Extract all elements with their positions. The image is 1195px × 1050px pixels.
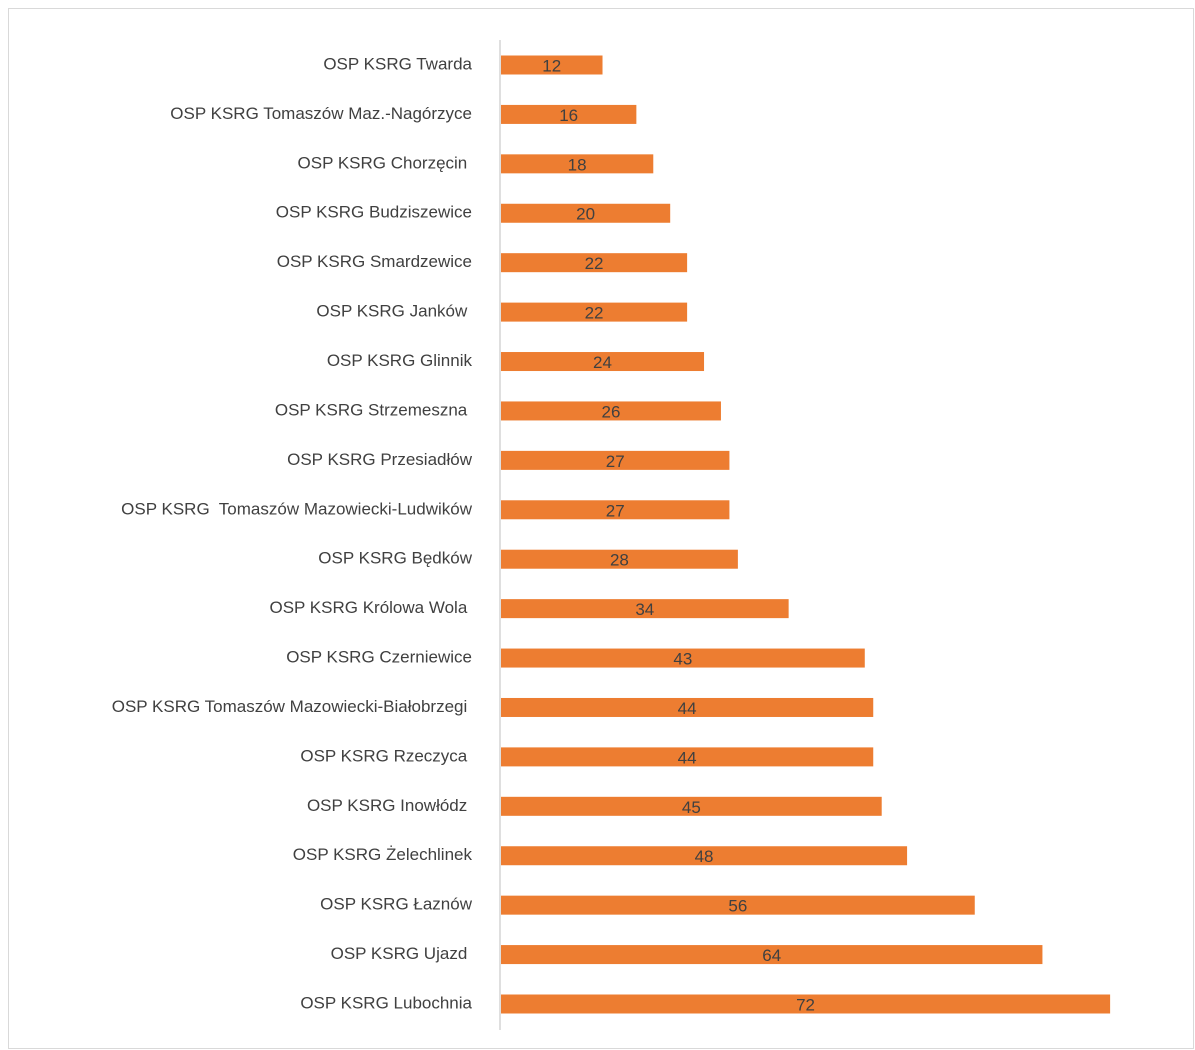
bar [501,500,730,520]
category-label: OSP KSRG Janków [316,302,472,321]
data-label: 12 [542,56,561,75]
bar [501,302,688,322]
category-label: OSP KSRG Strzemeszna [275,400,472,419]
bar [501,846,908,866]
bar [501,549,738,569]
bar [501,401,721,421]
category-label: OSP KSRG Łaznów [320,895,473,914]
data-label: 26 [602,402,621,421]
category-label: OSP KSRG Glinnik [327,351,473,370]
bar [501,154,654,174]
bar [501,599,789,619]
bar [501,352,705,372]
data-label: 20 [576,205,595,224]
bar [501,747,874,767]
data-label: 16 [559,106,578,125]
category-label: OSP KSRG Żelechlinek [293,845,473,864]
data-label: 28 [610,551,629,570]
data-label: 18 [568,155,587,174]
bar [501,945,1043,965]
bar [501,104,637,124]
data-label: 27 [606,452,625,471]
category-label: OSP KSRG Czerniewice [286,648,472,667]
data-label: 56 [728,897,747,916]
bar [501,697,874,717]
bar [501,994,1111,1014]
category-label: OSP KSRG Królowa Wola [269,598,472,617]
category-label: OSP KSRG Twarda [323,54,472,73]
bar [501,450,730,470]
category-label: OSP KSRG Tomaszów Mazowiecki-Ludwików [121,499,473,518]
category-label: OSP KSRG Będków [318,549,472,568]
category-label: OSP KSRG Lubochnia [300,993,472,1012]
category-label: OSP KSRG Chorzęcin [298,153,472,172]
chart-frame [8,8,1194,1049]
data-label: 44 [678,748,697,767]
category-label: OSP KSRG Smardzewice [277,252,472,271]
data-label: 45 [682,798,701,817]
category-label: OSP KSRG Rzeczyca [300,746,472,765]
data-label: 27 [606,501,625,520]
bar [501,203,671,223]
data-label: 34 [635,600,654,619]
category-label: OSP KSRG Tomaszów Mazowiecki-Białobrzegi [112,697,472,716]
data-label: 48 [695,847,714,866]
data-label: 43 [673,650,692,669]
bar [501,648,865,668]
data-label: 64 [762,946,781,965]
category-label: OSP KSRG Przesiadłów [287,450,473,469]
category-label: OSP KSRG Ujazd [331,944,472,963]
bar [501,796,882,816]
data-label: 22 [585,304,604,323]
bar [501,895,975,915]
data-label: 22 [585,254,604,273]
bar [501,55,603,75]
category-label: OSP KSRG Tomaszów Maz.-Nagórzyce [170,104,472,123]
data-label: 24 [593,353,612,372]
data-label: 44 [678,699,697,718]
data-label: 72 [796,995,815,1014]
category-label: OSP KSRG Budziszewice [276,203,472,222]
category-label: OSP KSRG Inowłódz [307,796,472,815]
bar [501,253,688,273]
